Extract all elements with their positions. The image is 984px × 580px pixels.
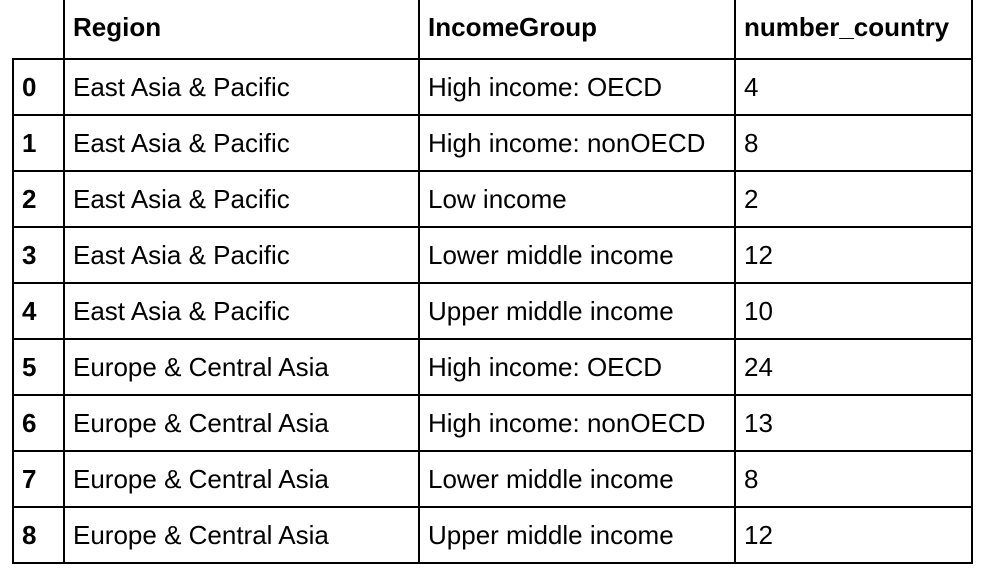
income-group-cell: Low income (418, 170, 736, 228)
column-header-number-country: number_country (734, 0, 973, 60)
number-country-cell: 2 (734, 170, 973, 228)
number-country-cell: 12 (734, 226, 973, 284)
column-header-income-group: IncomeGroup (418, 0, 736, 60)
region-cell: East Asia & Pacific (63, 170, 420, 228)
header-row: Region IncomeGroup number_country (13, 0, 973, 60)
income-group-cell: High income: nonOECD (418, 114, 736, 172)
row-index: 3 (12, 226, 65, 284)
income-group-cell: Upper middle income (418, 506, 736, 564)
income-group-cell: High income: OECD (418, 338, 736, 396)
table-row: 8 Europe & Central Asia Upper middle inc… (12, 506, 973, 564)
table-row: 4 East Asia & Pacific Upper middle incom… (12, 282, 973, 340)
region-cell: East Asia & Pacific (63, 282, 420, 340)
table-row: 6 Europe & Central Asia High income: non… (12, 394, 973, 452)
table-row: 2 East Asia & Pacific Low income 2 (12, 170, 973, 228)
row-index: 1 (12, 114, 65, 172)
row-index: 6 (12, 394, 65, 452)
row-index: 0 (12, 58, 65, 116)
number-country-cell: 4 (734, 58, 973, 116)
dataframe-container: Region IncomeGroup number_country 0 East… (12, 0, 973, 564)
region-cell: East Asia & Pacific (63, 226, 420, 284)
region-cell: Europe & Central Asia (63, 394, 420, 452)
income-group-cell: Upper middle income (418, 282, 736, 340)
table-row: 1 East Asia & Pacific High income: nonOE… (12, 114, 973, 172)
number-country-cell: 8 (734, 114, 973, 172)
number-country-cell: 10 (734, 282, 973, 340)
table-row: 3 East Asia & Pacific Lower middle incom… (12, 226, 973, 284)
row-index: 8 (12, 506, 65, 564)
region-cell: Europe & Central Asia (63, 338, 420, 396)
table-row: 0 East Asia & Pacific High income: OECD … (12, 58, 973, 116)
table-row: 7 Europe & Central Asia Lower middle inc… (12, 450, 973, 508)
row-index: 7 (12, 450, 65, 508)
income-group-cell: High income: nonOECD (418, 394, 736, 452)
number-country-cell: 24 (734, 338, 973, 396)
number-country-cell: 13 (734, 394, 973, 452)
table-row: 5 Europe & Central Asia High income: OEC… (12, 338, 973, 396)
row-index: 4 (12, 282, 65, 340)
column-header-region: Region (63, 0, 420, 60)
region-cell: Europe & Central Asia (63, 506, 420, 564)
index-header-cell (13, 0, 65, 60)
row-index: 5 (12, 338, 65, 396)
number-country-cell: 8 (734, 450, 973, 508)
row-index: 2 (12, 170, 65, 228)
region-cell: East Asia & Pacific (63, 114, 420, 172)
region-cell: East Asia & Pacific (63, 58, 420, 116)
income-group-cell: Lower middle income (418, 450, 736, 508)
number-country-cell: 12 (734, 506, 973, 564)
income-group-cell: Lower middle income (418, 226, 736, 284)
dataframe-table: Region IncomeGroup number_country 0 East… (12, 0, 973, 564)
region-cell: Europe & Central Asia (63, 450, 420, 508)
income-group-cell: High income: OECD (418, 58, 736, 116)
